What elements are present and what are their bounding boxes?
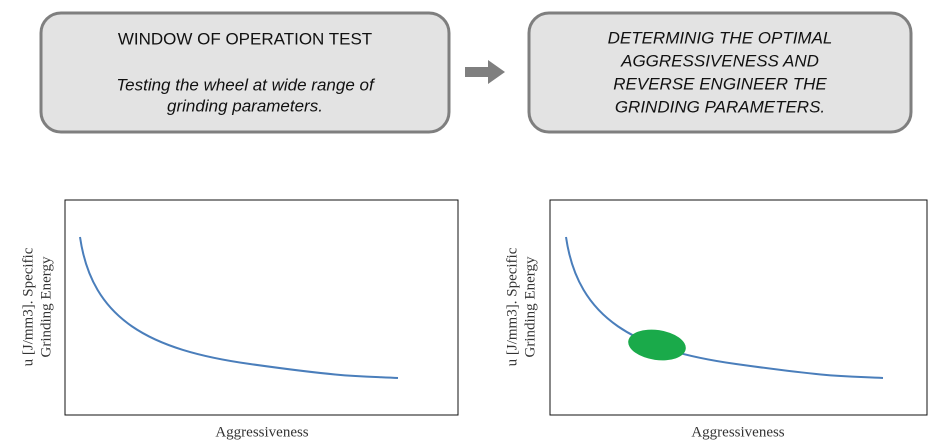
box-text: DETERMINIG THE OPTIMAL [608,28,833,47]
box [527,11,913,134]
box-text: GRINDING PARAMETERS. [615,97,825,116]
box [39,11,451,134]
curve [565,236,884,379]
x-label: Aggressiveness [215,424,308,440]
arrow [465,60,505,84]
y-label: Grinding Energy [38,256,54,357]
x-label: Aggressiveness [691,424,784,440]
y-label: Grinding Energy [522,256,538,357]
box-title: WINDOW OF OPERATION TEST [118,29,372,48]
box-text: REVERSE ENGINEER THE [613,74,827,93]
y-label: u [J/mm3]. Specific [504,247,520,366]
curve [79,236,399,379]
box-text: Testing the wheel at wide range of [116,75,376,94]
box-text: AGGRESSIVENESS AND [620,51,819,70]
plot-frame [549,199,928,416]
plot-frame [64,199,459,416]
optimal-region [628,329,686,361]
box-text: grinding parameters. [167,96,323,115]
y-label: u [J/mm3]. Specific [20,247,36,366]
